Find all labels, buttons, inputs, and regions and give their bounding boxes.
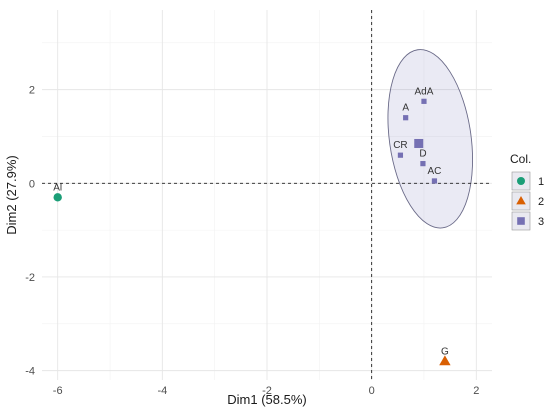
ellipse-group-3 [387, 49, 474, 229]
legend-label-2: 2 [538, 196, 544, 208]
data-point-d [420, 161, 426, 167]
data-point-ada [421, 98, 427, 104]
data-point-cr [397, 152, 404, 158]
legend-marker-2 [516, 196, 526, 205]
data-point-a [403, 115, 409, 121]
reference-lines [42, 10, 492, 380]
confidence-ellipses [387, 49, 474, 229]
data-point-g [439, 355, 451, 366]
y-axis-title: Dim2 (27.9%) [4, 155, 19, 234]
point-label-d: D [419, 149, 426, 160]
point-label-g: G [441, 346, 449, 357]
x-tick-label: -4 [157, 385, 167, 397]
data-points [53, 98, 451, 366]
legend-title: Col. [510, 152, 531, 166]
legend-marker-1 [517, 177, 525, 185]
x-tick-label: 0 [369, 385, 375, 397]
tick-labels: -6 -4 -2 0 2 -4 -2 0 2 [25, 85, 479, 397]
x-tick-label: -6 [53, 385, 63, 397]
legend: Col. 1 2 3 [510, 152, 544, 231]
data-point-ac [431, 178, 438, 184]
y-tick-label: 0 [29, 178, 35, 190]
legend-label-1: 1 [538, 176, 544, 188]
y-tick-label: 2 [29, 85, 35, 97]
y-tick-label: -2 [25, 272, 35, 284]
point-label-a: A [402, 103, 409, 114]
point-label-ada: AdA [415, 86, 434, 97]
point-labels: Al G AdA A CR DAC [53, 86, 449, 357]
x-tick-label: 2 [473, 385, 479, 397]
point-label-al: Al [53, 182, 62, 193]
x-axis-title: Dim1 (58.5%) [227, 392, 306, 407]
legend-label-3: 3 [538, 216, 544, 228]
centroid-point-group-3 [414, 138, 424, 148]
point-label-ac: AC [427, 166, 441, 177]
y-tick-label: -4 [25, 366, 35, 378]
legend-marker-3 [517, 217, 525, 225]
data-point-al [53, 193, 62, 202]
x-tick-label: -2 [262, 385, 272, 397]
point-label-cr: CR [393, 140, 407, 151]
